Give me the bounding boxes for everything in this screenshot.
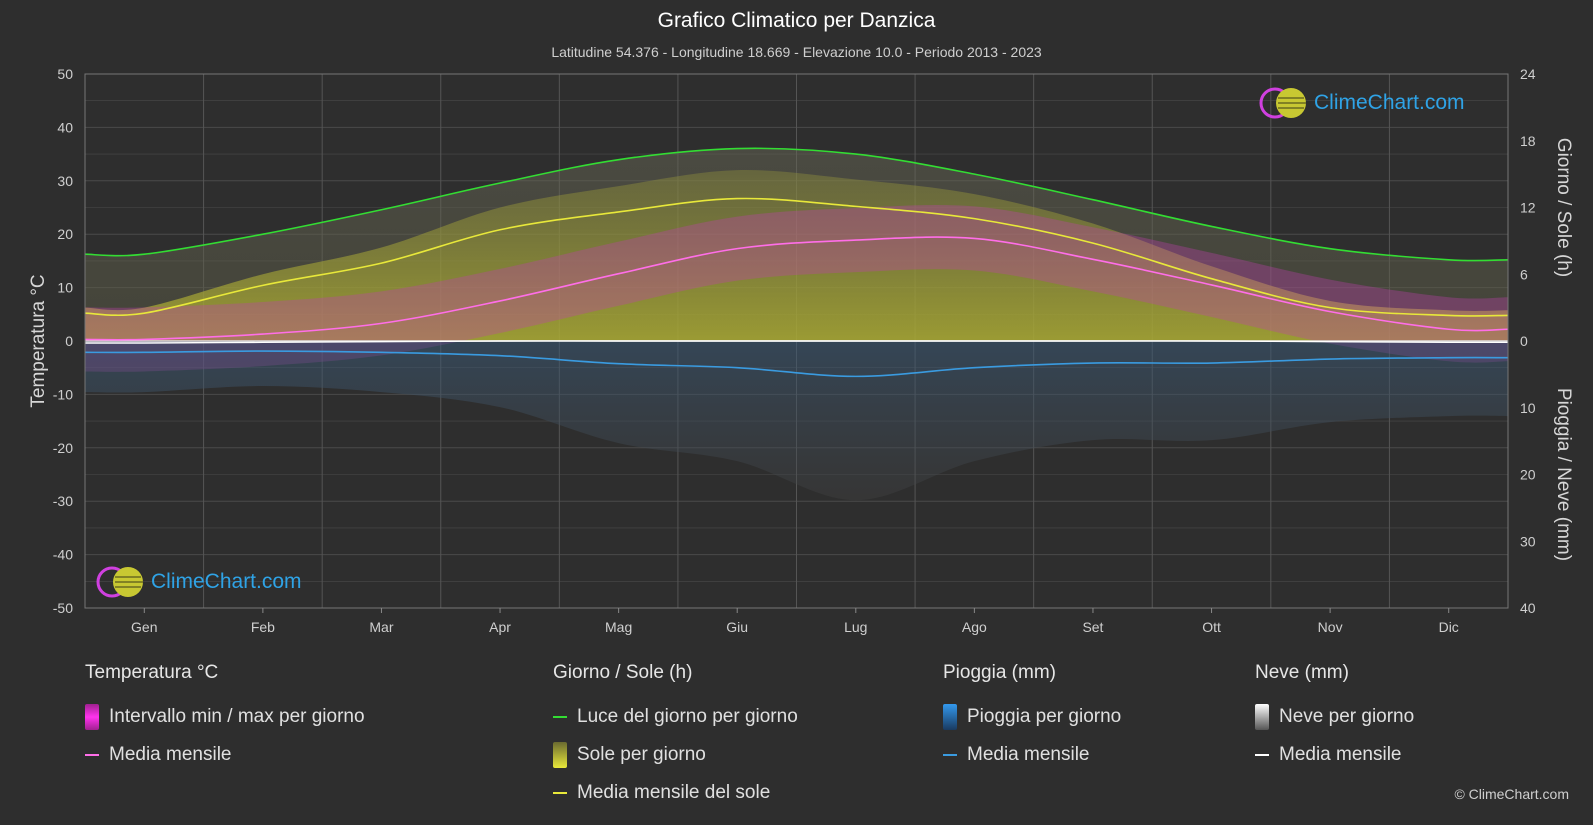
y-left-tick-label: 40 xyxy=(57,119,73,135)
y-left-axis-title: Temperatura °C xyxy=(28,274,49,407)
y-left-tick-label: 0 xyxy=(65,333,73,349)
y-right-bottom-axis-title: Pioggia / Neve (mm) xyxy=(1553,388,1574,561)
rain-mean-line xyxy=(84,350,1509,378)
y-right-top-tick-label: 0 xyxy=(1520,333,1528,349)
y-left-tick-label: -10 xyxy=(53,386,73,402)
legend-item: Intervallo min / max per giorno xyxy=(85,698,365,736)
logo-text: ClimeChart.com xyxy=(1314,91,1465,114)
y-left-tick-label: 30 xyxy=(57,173,73,189)
legend-daylight: Giorno / Sole (h) Luce del giorno per gi… xyxy=(553,662,798,812)
legend-label: Media mensile del sole xyxy=(577,782,771,803)
legend-item: Luce del giorno per giorno xyxy=(553,698,798,736)
legend-label: Luce del giorno per giorno xyxy=(577,706,798,727)
x-tick-label: Mar xyxy=(369,619,393,635)
sun-swatch xyxy=(553,742,567,768)
copyright: © ClimeChart.com xyxy=(1454,786,1569,802)
legend-label: Media mensile xyxy=(109,744,232,765)
legend-item: Media mensile xyxy=(85,736,365,774)
legend-rain: Pioggia (mm) Pioggia per giorno Media me… xyxy=(943,662,1121,774)
y-right-bottom-tick-label: 20 xyxy=(1520,467,1536,483)
chart-lines xyxy=(84,147,1509,378)
plot-border xyxy=(84,73,1509,609)
sun-area xyxy=(85,169,1508,341)
snow-mean-swatch xyxy=(1255,754,1269,756)
axes: 50 40 30 20 10 0 -10 -20 -30 -40 -50 24 18 12 6 0 10 20 30… xyxy=(28,66,1574,635)
x-tick-label: Dic xyxy=(1439,619,1459,635)
y-left-tick-label: -40 xyxy=(53,547,73,563)
x-tick-label: Nov xyxy=(1318,619,1343,635)
y-left-tick-label: -20 xyxy=(53,440,73,456)
legend-item: Media mensile xyxy=(943,736,1121,774)
y-left-tick-label: 50 xyxy=(57,66,73,82)
rain-swatch xyxy=(943,704,957,730)
legend-label: Sole per giorno xyxy=(577,744,706,765)
legend-snow: Neve (mm) Neve per giorno Media mensile xyxy=(1255,662,1414,774)
legend-label: Media mensile xyxy=(967,744,1090,765)
legend-label: Intervallo min / max per giorno xyxy=(109,706,365,727)
x-tick-label: Apr xyxy=(489,619,511,635)
legend-temperature: Temperatura °C Intervallo min / max per … xyxy=(85,662,365,774)
temp-range-area xyxy=(85,205,1508,372)
x-tick-label: Ago xyxy=(962,619,987,635)
rain-mean-swatch xyxy=(943,754,957,756)
legend-label: Media mensile xyxy=(1279,744,1402,765)
legend-heading: Giorno / Sole (h) xyxy=(553,662,693,683)
legend-item: Pioggia per giorno xyxy=(943,698,1121,736)
legend-item: Sole per giorno xyxy=(553,736,798,774)
y-left-tick-label: -30 xyxy=(53,493,73,509)
x-tick-label: Mag xyxy=(605,619,632,635)
legend-item: Media mensile xyxy=(1255,736,1414,774)
snow-swatch xyxy=(1255,704,1269,730)
x-tick-label: Feb xyxy=(251,619,275,635)
snow-mean-line xyxy=(84,340,1509,344)
y-left-tick-label: -50 xyxy=(53,600,73,616)
legend-item: Media mensile del sole xyxy=(553,774,798,812)
x-tick-label: Giu xyxy=(726,619,748,635)
legend-heading: Temperatura °C xyxy=(85,662,219,683)
legend-label: Neve per giorno xyxy=(1279,706,1415,727)
y-right-top-axis-title: Giorno / Sole (h) xyxy=(1553,138,1574,277)
daylight-swatch xyxy=(553,716,567,718)
x-tick-label: Ott xyxy=(1202,619,1221,635)
x-tick-label: Lug xyxy=(844,619,867,635)
y-right-bottom-tick-label: 10 xyxy=(1520,400,1536,416)
logo-icon xyxy=(1259,87,1306,119)
temp-range-swatch xyxy=(85,704,99,730)
y-right-top-tick-label: 6 xyxy=(1520,266,1528,282)
logo-bottom: ClimeChart.com xyxy=(95,565,302,599)
y-right-top-tick-label: 18 xyxy=(1520,133,1536,149)
logo-icon xyxy=(96,566,143,598)
chart-subtitle: Latitudine 54.376 - Longitudine 18.669 -… xyxy=(551,44,1042,60)
chart-title: Grafico Climatico per Danzica xyxy=(657,9,936,32)
daylight-line xyxy=(84,147,1509,262)
legend-item: Neve per giorno xyxy=(1255,698,1414,736)
y-right-top-tick-label: 12 xyxy=(1520,200,1536,216)
y-right-top-tick-label: 24 xyxy=(1520,66,1536,82)
x-tick-label: Set xyxy=(1082,619,1103,635)
y-left-tick-label: 20 xyxy=(57,226,73,242)
legend-heading: Pioggia (mm) xyxy=(943,662,1056,683)
precipitation-area xyxy=(85,341,1508,501)
y-right-bottom-tick-label: 30 xyxy=(1520,533,1536,549)
logo-text: ClimeChart.com xyxy=(151,570,302,593)
legend-label: Pioggia per giorno xyxy=(967,706,1122,727)
temp-mean-line xyxy=(84,236,1509,341)
y-right-bottom-tick-label: 40 xyxy=(1520,600,1536,616)
climate-chart: 50 40 30 20 10 0 -10 -20 -30 -40 -50 24 18 12 6 0 10 20 30… xyxy=(28,66,1574,635)
sun-mean-swatch xyxy=(553,792,567,794)
logo-top: ClimeChart.com xyxy=(1258,86,1465,120)
x-tick-label: Gen xyxy=(131,619,157,635)
temp-mean-swatch xyxy=(85,754,99,756)
y-left-tick-label: 10 xyxy=(57,280,73,296)
sun-mean-line xyxy=(84,197,1509,317)
legend-heading: Neve (mm) xyxy=(1255,662,1349,683)
